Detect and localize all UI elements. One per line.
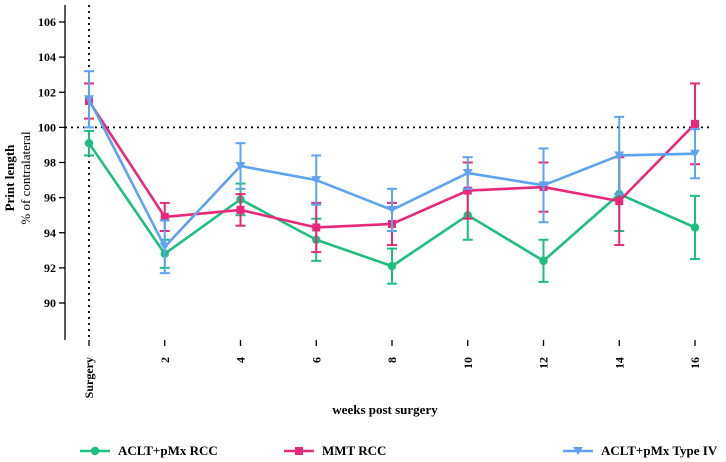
y-tick-label: 100: [38, 120, 56, 134]
data-point: [84, 95, 94, 104]
legend-label: ACLT+pMx Type IV: [601, 443, 718, 458]
data-point: [690, 149, 700, 158]
legend: ACLT+pMx RCC MMT RCC ACLT+pMx Type IV: [80, 443, 718, 458]
legend-label: MMT RCC: [322, 443, 386, 458]
data-point: [312, 223, 321, 232]
y-tick-label: 96: [44, 191, 56, 205]
data-point: [236, 205, 245, 214]
data-point: [387, 205, 397, 214]
data-point: [538, 181, 549, 190]
legend-swatch-marker: [295, 447, 303, 455]
y-tick-label: 102: [38, 85, 56, 99]
data-point: [539, 256, 548, 266]
y-tick-label: 94: [44, 226, 56, 240]
data-point: [615, 197, 624, 206]
y-tick-label: 106: [38, 15, 56, 29]
x-tick-label: 2: [158, 357, 172, 363]
data-point: [160, 212, 169, 221]
y-axis-title-line2: % of contralateral: [18, 131, 33, 225]
data-point: [690, 223, 700, 232]
data-point: [387, 261, 397, 271]
data-point: [691, 119, 699, 128]
y-tick-label: 98: [44, 156, 56, 170]
series: [84, 70, 700, 285]
data-point: [84, 138, 94, 148]
y-axis-ticks: 90 92 94 96 98 100 102 104 106: [38, 15, 65, 310]
legend-item: MMT RCC: [284, 443, 386, 458]
y-tick-label: 90: [44, 296, 56, 310]
data-point: [159, 242, 170, 251]
y-tick-label: 104: [38, 50, 56, 64]
series-3: [84, 70, 700, 275]
data-point: [463, 186, 472, 195]
x-axis-ticks: Surgery 2 4 6 8 10 12 14 16: [82, 340, 702, 398]
axes: 90 92 94 96 98 100 102 104 106 Surgery 2 4 6 8 10 12 14…: [38, 5, 702, 398]
x-tick-label: 4: [234, 357, 248, 363]
y-axis-title-line1: Print length: [2, 144, 17, 212]
data-point: [235, 162, 246, 171]
x-tick-label: 10: [461, 357, 475, 369]
legend-item: ACLT+pMx RCC: [80, 443, 218, 458]
data-point: [311, 176, 322, 185]
data-point: [462, 169, 473, 178]
y-tick-label: 92: [44, 261, 56, 275]
legend-item: ACLT+pMx Type IV: [563, 443, 718, 458]
x-tick-label: 6: [309, 357, 323, 363]
x-tick-label: Surgery: [82, 357, 96, 398]
x-tick-label: 8: [385, 357, 399, 363]
x-tick-label: 12: [537, 357, 551, 369]
x-axis-title: weeks post surgery: [332, 402, 438, 417]
x-tick-label: 16: [688, 357, 702, 369]
legend-swatch-marker: [573, 447, 583, 455]
data-point: [614, 151, 625, 160]
legend-label: ACLT+pMx RCC: [118, 443, 218, 458]
legend-swatch-marker: [90, 446, 100, 456]
reference-lines: [65, 5, 712, 340]
x-tick-label: 14: [612, 357, 626, 369]
